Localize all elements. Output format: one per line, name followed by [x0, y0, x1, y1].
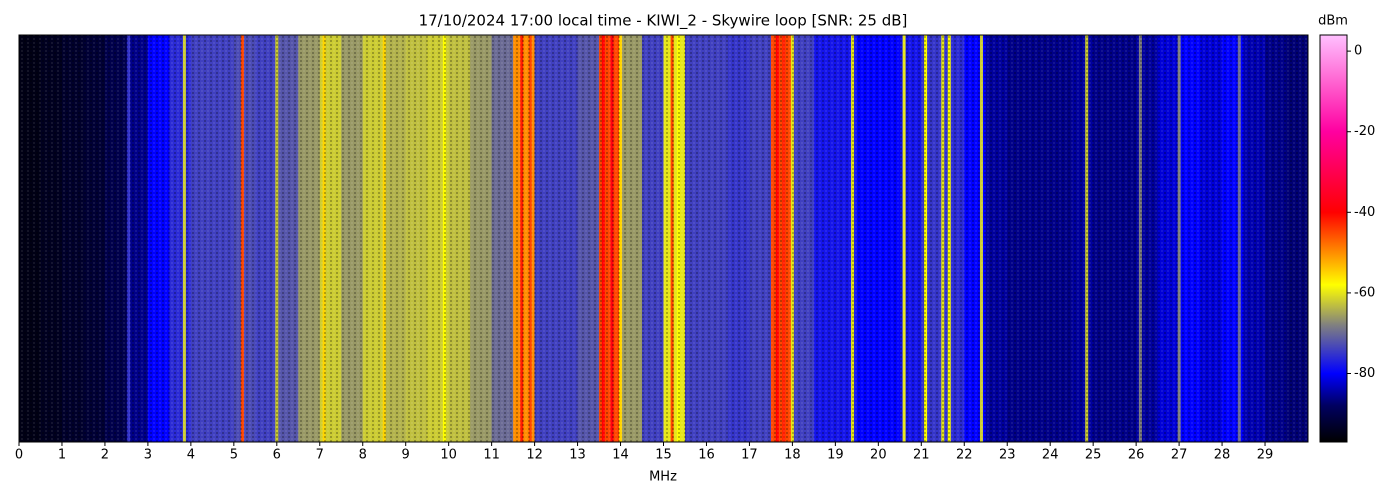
x-tick-label: 8 [359, 448, 367, 463]
x-tick-label: 16 [698, 448, 715, 463]
chart-title: 17/10/2024 17:00 local time - KIWI_2 - S… [419, 12, 908, 31]
x-tick-label: 15 [655, 448, 672, 463]
colorbar [1319, 34, 1348, 443]
x-tick-label: 25 [1085, 448, 1102, 463]
x-tick-label: 12 [526, 448, 543, 463]
x-tick-label: 3 [144, 448, 152, 463]
x-tick-label: 17 [741, 448, 758, 463]
x-tick-label: 9 [402, 448, 410, 463]
colorbar-label: dBm [1318, 14, 1348, 29]
x-tick-label: 5 [230, 448, 238, 463]
x-tick-label: 27 [1171, 448, 1188, 463]
x-tick-label: 18 [784, 448, 801, 463]
x-tick-label: 20 [870, 448, 887, 463]
x-tick-label: 7 [316, 448, 324, 463]
colorbar-tick-label: -80 [1354, 366, 1375, 381]
x-tick-label: 23 [999, 448, 1016, 463]
x-tick-label: 10 [440, 448, 457, 463]
x-tick-label: 26 [1128, 448, 1145, 463]
x-tick-label: 11 [483, 448, 500, 463]
colorbar-tick-label: -60 [1354, 285, 1375, 300]
colorbar-tick-label: 0 [1354, 44, 1362, 59]
x-tick-label: 2 [101, 448, 109, 463]
noise-texture [19, 35, 1308, 442]
x-tick-label: 13 [569, 448, 586, 463]
x-tick-label: 14 [612, 448, 629, 463]
x-tick-label: 1 [58, 448, 66, 463]
x-tick-label: 29 [1257, 448, 1274, 463]
colorbar-tick-label: -40 [1354, 205, 1375, 220]
colorbar-tick-label: -20 [1354, 124, 1375, 139]
x-tick-label: 24 [1042, 448, 1059, 463]
plot-area [19, 35, 1309, 442]
x-tick-label: 28 [1214, 448, 1231, 463]
x-tick-label: 19 [827, 448, 844, 463]
x-tick-label: 0 [15, 448, 23, 463]
x-tick-label: 4 [187, 448, 195, 463]
x-tick-label: 6 [273, 448, 281, 463]
x-tick-label: 21 [913, 448, 930, 463]
x-tick-label: 22 [956, 448, 973, 463]
x-axis-label: MHz [649, 470, 677, 485]
